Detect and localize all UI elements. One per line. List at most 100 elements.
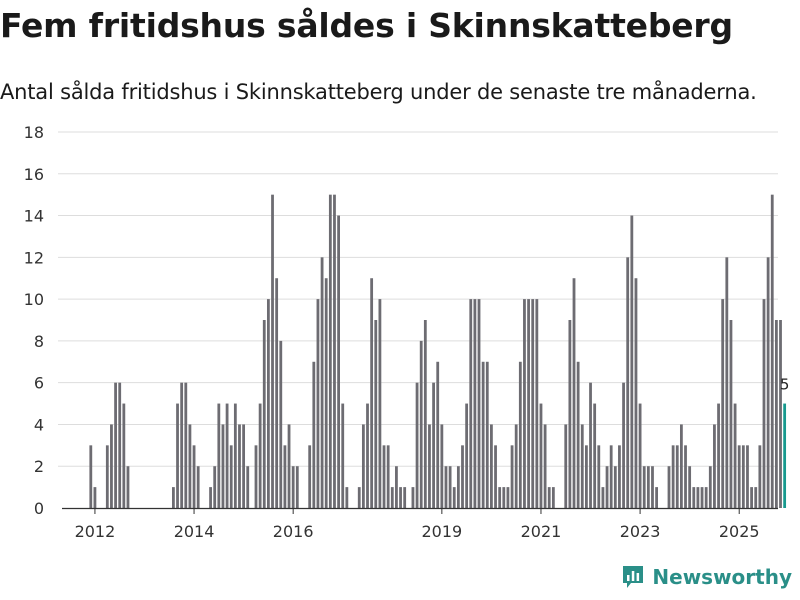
bar	[390, 487, 394, 508]
bar	[229, 445, 233, 508]
bar	[403, 487, 407, 508]
bar	[713, 424, 716, 508]
bar	[436, 361, 440, 508]
bar	[551, 487, 555, 508]
bar	[675, 445, 679, 508]
bar	[651, 466, 654, 508]
bar	[539, 403, 543, 508]
bar	[461, 445, 464, 508]
bar	[547, 487, 551, 508]
bar	[733, 403, 737, 508]
bar	[535, 299, 539, 508]
bar	[287, 424, 291, 508]
bar	[110, 424, 113, 508]
bar	[779, 320, 782, 508]
bar	[667, 466, 671, 508]
bar	[238, 424, 241, 508]
bar	[89, 445, 93, 508]
y-tick-label: 4	[34, 415, 44, 434]
bar	[456, 466, 460, 508]
bar	[419, 340, 423, 508]
bar	[523, 299, 526, 508]
bar	[275, 278, 279, 508]
bar	[766, 257, 770, 508]
y-tick-label: 2	[34, 457, 44, 476]
bar	[382, 445, 386, 508]
bar	[411, 487, 415, 508]
bar	[114, 382, 117, 508]
bar	[415, 382, 419, 508]
bar	[188, 424, 192, 508]
newsworthy-logo: Newsworthy	[621, 564, 792, 590]
chart-title: Fem fritidshus såldes i Skinnskatteberg	[0, 6, 733, 45]
bar	[638, 403, 642, 508]
bar	[316, 299, 320, 508]
bar	[233, 403, 237, 508]
bar	[473, 299, 477, 508]
x-tick-label: 2012	[75, 522, 116, 541]
bar	[279, 340, 283, 508]
bar	[370, 278, 374, 508]
bar	[357, 487, 361, 508]
bar	[192, 445, 196, 508]
y-tick-label: 14	[24, 207, 44, 226]
bar	[564, 424, 568, 508]
highlight-data-label: 5	[780, 376, 790, 394]
bar	[597, 445, 601, 508]
bar	[333, 194, 336, 508]
bar	[465, 403, 469, 508]
bar	[684, 445, 687, 508]
bar	[506, 487, 510, 508]
bar	[527, 299, 530, 508]
bar	[502, 487, 506, 508]
bar	[444, 466, 448, 508]
bar	[180, 382, 184, 508]
bar	[328, 194, 332, 508]
bar	[750, 487, 753, 508]
bar	[320, 257, 324, 508]
bar	[93, 487, 97, 508]
bar	[498, 487, 502, 508]
bar	[423, 320, 427, 508]
bar	[337, 215, 340, 509]
bar	[671, 445, 675, 508]
bar	[634, 278, 638, 508]
bar	[485, 361, 489, 508]
bar	[688, 466, 692, 508]
y-tick-label: 10	[24, 290, 44, 309]
bar	[626, 257, 630, 508]
bar	[630, 215, 634, 509]
bar	[209, 487, 212, 508]
bar	[741, 445, 745, 508]
bar	[770, 194, 774, 508]
bar	[221, 424, 225, 508]
bar	[646, 466, 650, 508]
bar	[622, 382, 625, 508]
bar	[762, 299, 766, 508]
bar	[345, 487, 349, 508]
bar	[585, 445, 588, 508]
bar	[176, 403, 179, 508]
bar	[605, 466, 609, 508]
bar	[196, 466, 200, 508]
bar	[395, 466, 398, 508]
brand-name: Newsworthy	[652, 565, 792, 589]
bar	[118, 382, 122, 508]
bar	[312, 361, 316, 508]
bar	[704, 487, 708, 508]
bar	[531, 299, 535, 508]
y-tick-label: 16	[24, 165, 44, 184]
bar	[692, 487, 696, 508]
bar-highlight	[783, 403, 787, 508]
bar	[308, 445, 312, 508]
bar	[477, 299, 481, 508]
bar	[246, 466, 250, 508]
bar	[746, 445, 749, 508]
x-tick-label: 2016	[273, 522, 314, 541]
bar	[613, 466, 617, 508]
bar	[725, 257, 729, 508]
bar	[262, 320, 266, 508]
bar	[721, 299, 725, 508]
x-tick-label: 2025	[719, 522, 760, 541]
bar	[378, 299, 382, 508]
